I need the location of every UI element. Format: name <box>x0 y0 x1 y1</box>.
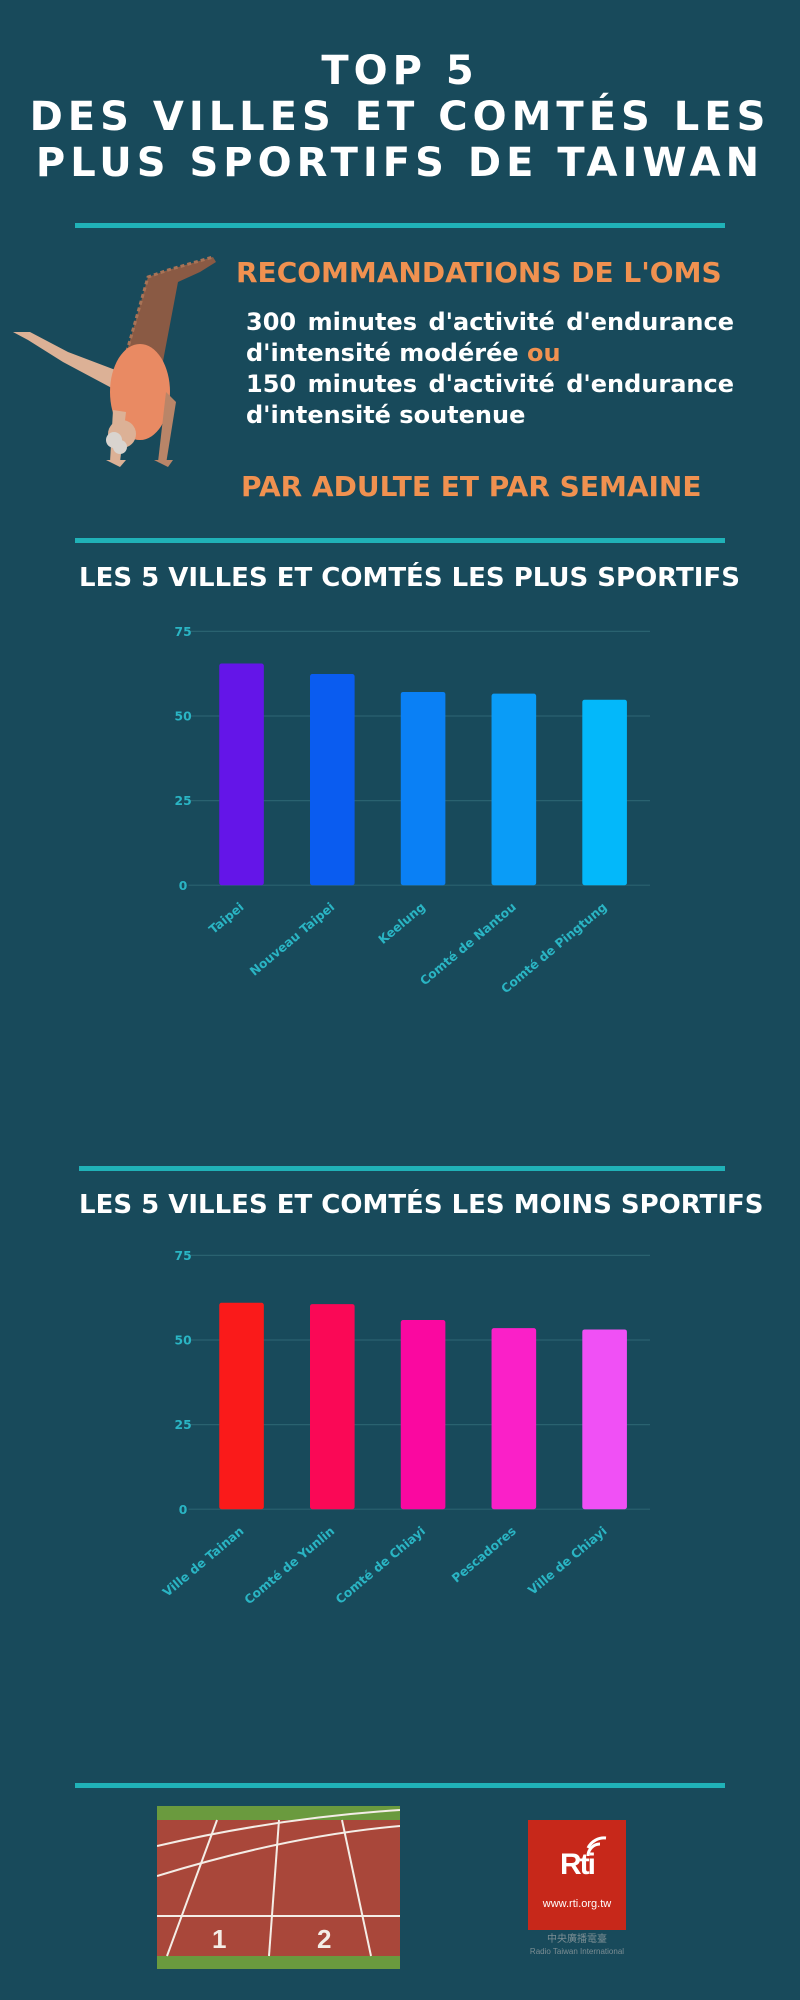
x-tick-label: Nouveau Taipei <box>247 900 337 979</box>
page-title-line3: PLUS SPORTIFS DE TAIWAN <box>35 140 765 186</box>
rti-subtitle-chinese: 中央廣播電臺 <box>547 1934 607 1945</box>
bar <box>400 1320 446 1510</box>
y-tick-label: 50 <box>175 1334 192 1348</box>
bar <box>400 691 446 886</box>
bar <box>310 1304 355 1510</box>
x-tick-label: Keelung <box>376 900 428 947</box>
x-tick-label: Comté de Yunlin <box>242 1524 338 1607</box>
divider-bottom <box>75 1783 725 1788</box>
y-tick-label: 50 <box>175 710 192 724</box>
rti-url: www.rti.org.tw <box>542 1898 612 1910</box>
chart1-title: LES 5 VILLES ET COMTÉS LES PLUS SPORTIFS <box>79 563 740 593</box>
bar <box>582 1329 627 1510</box>
page-title: TOP 5 DES VILLES ET COMTÉS LES PLUS SPOR… <box>0 48 800 186</box>
y-tick-label: 0 <box>179 1503 188 1517</box>
recommendations-or: ou <box>527 339 561 367</box>
x-tick-label: Comté de Nantou <box>417 900 518 988</box>
recommendations-line1: 300 minutes d'activité d'endurance <box>246 308 734 336</box>
recommendations-title: RECOMMANDATIONS DE L'OMS <box>236 256 722 289</box>
y-tick-label: 75 <box>175 625 192 639</box>
rti-subtitle: 中央廣播電臺 Radio Taiwan International <box>520 1934 634 1958</box>
recommendations-body: 300 minutes d'activité d'endurance d'int… <box>246 307 734 431</box>
page-title-line2: DES VILLES ET COMTÉS LES <box>29 94 771 140</box>
divider-recommendations <box>75 538 725 543</box>
track-number-1: 1 <box>212 1924 226 1954</box>
x-tick-label: Ville de Chiayi <box>525 1524 609 1598</box>
y-tick-label: 0 <box>179 879 188 893</box>
running-track-photo: 1 2 <box>157 1806 400 1969</box>
recommendations-line4: d'intensité soutenue <box>246 401 526 429</box>
x-tick-label: Comté de Pingtung <box>499 900 610 996</box>
x-tick-label: Pescadores <box>449 1524 519 1586</box>
rti-logo: Rti www.rti.org.tw <box>528 1820 626 1930</box>
y-tick-label: 75 <box>175 1249 192 1263</box>
recommendations-footer: PAR ADULTE ET PAR SEMAINE <box>241 470 702 503</box>
bar <box>491 693 537 886</box>
y-tick-label: 25 <box>175 1418 192 1432</box>
recommendations-line2-text: d'intensité modérée <box>246 339 527 367</box>
x-tick-label: Taipei <box>206 900 246 937</box>
gymnast-illustration <box>13 255 216 467</box>
track-number-2: 2 <box>317 1924 331 1954</box>
bar <box>582 699 627 886</box>
divider-top <box>75 223 725 228</box>
recommendations-line2: d'intensité modérée ou <box>246 338 734 369</box>
rti-subtitle-english: Radio Taiwan International <box>529 1947 625 1956</box>
rti-logo-text: Rti <box>560 1848 596 1881</box>
page-title-line1: TOP 5 <box>321 48 479 94</box>
x-tick-label: Comté de Chiayi <box>333 1524 428 1607</box>
recommendations-line3: 150 minutes d'activité d'endurance <box>246 370 734 398</box>
bar <box>219 1302 264 1510</box>
chart2-title: LES 5 VILLES ET COMTÉS LES MOINS SPORTIF… <box>79 1190 764 1220</box>
divider-middle <box>79 1166 725 1171</box>
bar <box>491 1328 537 1510</box>
bar <box>219 663 264 886</box>
bar <box>310 674 355 886</box>
signal-waves-icon <box>586 1836 607 1857</box>
x-tick-label: Ville de Tainan <box>160 1524 246 1600</box>
y-tick-label: 25 <box>175 794 192 808</box>
